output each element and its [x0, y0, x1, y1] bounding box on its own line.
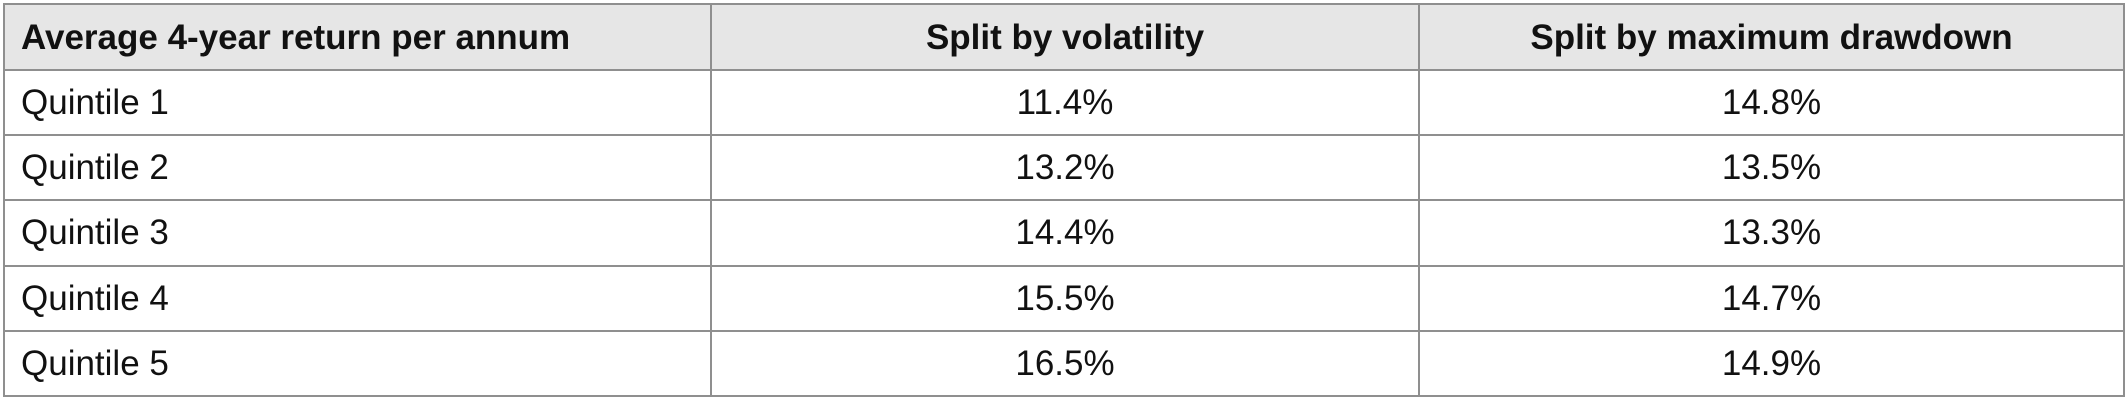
table-row: Quintile 4 15.5% 14.7% [3, 264, 2125, 332]
header-cell-volatility: Split by volatility [710, 3, 1420, 71]
table-row: Quintile 3 14.4% 13.3% [3, 199, 2125, 267]
header-cell-max-drawdown: Split by maximum drawdown [1418, 3, 2125, 71]
row-label: Quintile 4 [3, 264, 712, 332]
max-drawdown-cell: 14.7% [1418, 264, 2125, 332]
max-drawdown-cell: 14.9% [1418, 329, 2125, 398]
volatility-cell: 14.4% [710, 199, 1420, 267]
max-drawdown-cell: 13.5% [1418, 134, 2125, 202]
volatility-cell: 15.5% [710, 264, 1420, 332]
table-row: Quintile 5 16.5% 14.9% [3, 329, 2125, 398]
header-cell-return: Average 4-year return per annum [3, 3, 712, 71]
volatility-cell: 11.4% [710, 68, 1420, 137]
volatility-cell: 13.2% [710, 134, 1420, 202]
row-label: Quintile 1 [3, 68, 712, 137]
volatility-cell: 16.5% [710, 329, 1420, 398]
row-label: Quintile 3 [3, 199, 712, 267]
table-body: Quintile 1 11.4% 14.8% Quintile 2 13.2% … [3, 68, 2125, 398]
returns-table: Average 4-year return per annum Split by… [3, 3, 2125, 398]
header-row: Average 4-year return per annum Split by… [3, 3, 2125, 71]
max-drawdown-cell: 14.8% [1418, 68, 2125, 137]
returns-table-container: Average 4-year return per annum Split by… [3, 3, 2125, 398]
row-label: Quintile 2 [3, 134, 712, 202]
table-row: Quintile 1 11.4% 14.8% [3, 68, 2125, 137]
table-row: Quintile 2 13.2% 13.5% [3, 134, 2125, 202]
table-header: Average 4-year return per annum Split by… [3, 3, 2125, 71]
row-label: Quintile 5 [3, 329, 712, 398]
max-drawdown-cell: 13.3% [1418, 199, 2125, 267]
